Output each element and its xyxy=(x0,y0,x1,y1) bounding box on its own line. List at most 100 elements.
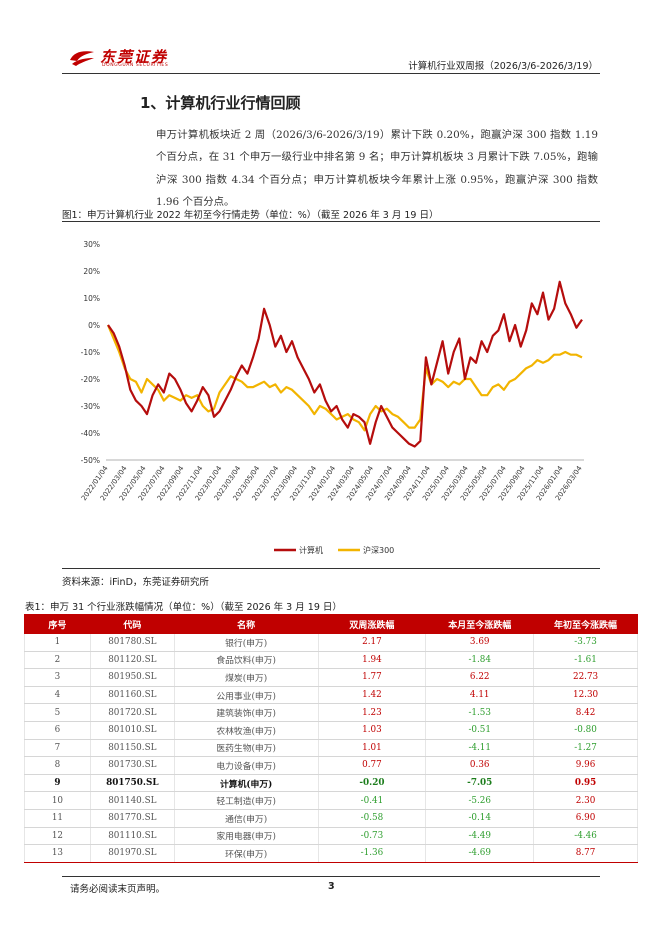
table-cell: -0.58 xyxy=(317,808,427,828)
table-cell: 801730.SL xyxy=(89,756,175,775)
table-cell: -3.73 xyxy=(533,633,638,652)
table-cell: 4.11 xyxy=(425,685,535,705)
table-cell: 22.73 xyxy=(533,668,638,687)
table-cell: 801140.SL xyxy=(89,791,175,810)
table-cell: 食品饮料(申万) xyxy=(173,650,319,670)
table-cell: 1.03 xyxy=(317,720,427,740)
table-cell: 医药生物(申万) xyxy=(173,738,319,758)
table-cell: 2 xyxy=(24,650,91,670)
table-cell: 801010.SL xyxy=(89,720,175,740)
table-cell: 家用电器(申万) xyxy=(173,826,319,846)
table-cell: 10 xyxy=(24,791,91,810)
table-cell: -1.84 xyxy=(425,650,535,670)
figure-bottom-divider xyxy=(62,568,600,569)
table-cell: 801770.SL xyxy=(89,808,175,828)
figure-top-divider xyxy=(62,221,600,222)
table-header-row: 序号 代码 名称 双周涨跌幅 本月至今涨跌幅 年初至今涨跌幅 xyxy=(24,614,638,634)
table-row: 12 801110.SL 家用电器(申万) -0.73 -4.49 -4.46 xyxy=(24,826,638,846)
table-cell: 9.96 xyxy=(533,756,638,775)
table-cell: 煤炭(申万) xyxy=(173,668,319,687)
table-row: 11 801770.SL 通信(申万) -0.58 -0.14 6.90 xyxy=(24,808,638,828)
table-cell: -0.14 xyxy=(425,808,535,828)
table-cell: 2.17 xyxy=(317,633,427,652)
table-cell: 801720.SL xyxy=(89,703,175,722)
table-cell: 9 xyxy=(24,773,91,793)
table-cell: 2.30 xyxy=(533,791,638,810)
table-cell: 1 xyxy=(24,633,91,652)
y-tick-label: 10% xyxy=(83,294,100,303)
column-header: 代码 xyxy=(89,614,175,634)
table-caption: 表1：申万 31 个行业涨跌幅情况（单位：%）（截至 2026 年 3 月 19… xyxy=(25,602,342,613)
table-cell: 5 xyxy=(24,703,91,722)
table-cell: 电力设备(申万) xyxy=(173,756,319,775)
table-cell: -0.41 xyxy=(317,791,427,810)
y-tick-label: 30% xyxy=(83,240,100,249)
y-tick-label: -30% xyxy=(81,402,100,411)
table-cell: 0.95 xyxy=(533,773,638,793)
table-row: 5 801720.SL 建筑装饰(申万) 1.23 -1.53 8.42 xyxy=(24,703,638,722)
table-cell: -1.53 xyxy=(425,703,535,722)
table-cell: 12.30 xyxy=(533,685,638,705)
table-cell: 6 xyxy=(24,720,91,740)
table-cell: 0.77 xyxy=(317,756,427,775)
header-divider xyxy=(62,73,600,74)
table-cell: -1.36 xyxy=(317,844,427,863)
table-cell: -0.80 xyxy=(533,720,638,740)
table-row: 3 801950.SL 煤炭(申万) 1.77 6.22 22.73 xyxy=(24,668,638,687)
table-cell: -4.49 xyxy=(425,826,535,846)
series-line xyxy=(106,324,583,432)
table-body: 1 801780.SL 银行(申万) 2.17 3.69 -3.73 2 801120.SL 食… xyxy=(24,633,638,863)
intro-paragraph: 申万计算机板块近 2 周（2026/3/6-2026/3/19）累计下跌 0.2… xyxy=(156,129,598,208)
table-cell: 1.42 xyxy=(317,685,427,705)
figure-source: 资料来源：iFinD，东莞证券研究所 xyxy=(62,577,209,588)
y-tick-label: 20% xyxy=(83,267,100,276)
table-cell: 801780.SL xyxy=(89,633,175,652)
table-cell: 7 xyxy=(24,738,91,758)
table-cell: 0.36 xyxy=(425,756,535,775)
table-row: 9 801750.SL 计算机(申万) -0.20 -7.05 0.95 xyxy=(24,773,638,793)
table-cell: 1.77 xyxy=(317,668,427,687)
table-cell: 建筑装饰(申万) xyxy=(173,703,319,722)
table-cell: -1.27 xyxy=(533,738,638,758)
table-row: 8 801730.SL 电力设备(申万) 0.77 0.36 9.96 xyxy=(24,756,638,775)
table-cell: 801150.SL xyxy=(89,738,175,758)
table-cell: -0.20 xyxy=(317,773,427,793)
table-cell: -4.11 xyxy=(425,738,535,758)
footer-divider xyxy=(62,876,600,877)
table-row: 4 801160.SL 公用事业(申万) 1.42 4.11 12.30 xyxy=(24,685,638,705)
column-header: 年初至今涨跌幅 xyxy=(533,614,638,634)
table-cell: -7.05 xyxy=(425,773,535,793)
y-tick-label: -20% xyxy=(81,375,100,384)
table-cell: 11 xyxy=(24,808,91,828)
table-cell: 3 xyxy=(24,668,91,687)
logo-english-text: DONGGUAN SECURITIES xyxy=(102,63,169,68)
section-heading: 1、计算机行业行情回顾 xyxy=(140,94,301,112)
column-header: 本月至今涨跌幅 xyxy=(425,614,535,634)
table-cell: 8 xyxy=(24,756,91,775)
figure-caption: 图1：申万计算机行业 2022 年初至今行情走势（单位：%）（截至 2026 年… xyxy=(62,210,439,221)
table-cell: 801110.SL xyxy=(89,826,175,846)
table-cell: -0.51 xyxy=(425,720,535,740)
table-row: 6 801010.SL 农林牧渔(申万) 1.03 -0.51 -0.80 xyxy=(24,720,638,740)
table-cell: 1.23 xyxy=(317,703,427,722)
legend-label: 沪深300 xyxy=(363,545,394,555)
table-cell: 通信(申万) xyxy=(173,808,319,828)
table-cell: 6.90 xyxy=(533,808,638,828)
table-cell: -5.26 xyxy=(425,791,535,810)
table-cell: 8.77 xyxy=(533,844,638,863)
logo-chinese-text: 东莞证券 xyxy=(100,48,169,66)
table-row: 2 801120.SL 食品饮料(申万) 1.94 -1.84 -1.61 xyxy=(24,650,638,670)
table-cell: 轻工制造(申万) xyxy=(173,791,319,810)
table-cell: -0.73 xyxy=(317,826,427,846)
table-cell: 计算机(申万) xyxy=(173,773,319,793)
series-line xyxy=(107,280,583,448)
legend-label: 计算机 xyxy=(299,545,323,555)
table-cell: 801160.SL xyxy=(89,685,175,705)
y-tick-label: -50% xyxy=(81,456,100,465)
table-cell: 4 xyxy=(24,685,91,705)
table-cell: 环保(申万) xyxy=(173,844,319,863)
industry-performance-table: 序号 代码 名称 双周涨跌幅 本月至今涨跌幅 年初至今涨跌幅 1 801780.SL 银行(申… xyxy=(24,614,638,863)
table-cell: 1.94 xyxy=(317,650,427,670)
y-tick-label: -10% xyxy=(81,348,100,357)
table-cell: 银行(申万) xyxy=(173,633,319,652)
